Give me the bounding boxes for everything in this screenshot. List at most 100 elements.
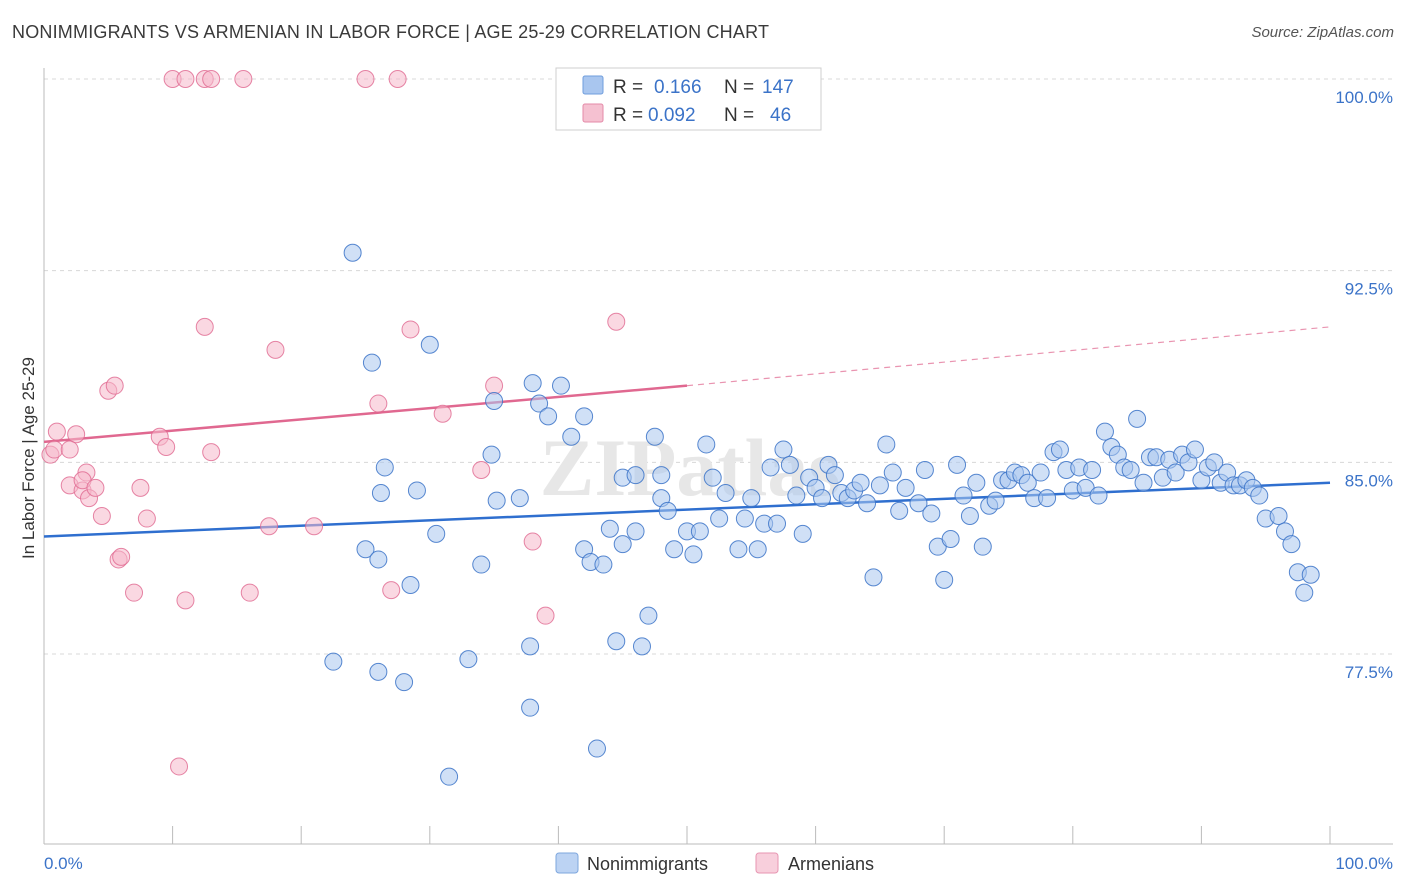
nonimmigrants-point (1083, 461, 1102, 479)
nonimmigrants-point (523, 374, 542, 393)
nonimmigrants-point (652, 466, 671, 485)
armenians-point (47, 422, 66, 441)
bottom-legend-swatch-blue (555, 852, 579, 874)
nonimmigrants-point (1185, 440, 1204, 459)
armenians-point (202, 443, 221, 462)
legend-n-value-2: 46 (770, 105, 791, 126)
chart-title: NONIMMIGRANTS VS ARMENIAN IN LABOR FORCE… (12, 22, 770, 42)
nonimmigrants-point (960, 507, 979, 525)
nonimmigrants-point (1166, 463, 1185, 482)
series-legend: Nonimmigrants Armenians (555, 852, 874, 874)
armenians-point (176, 70, 195, 88)
armenians-point (240, 583, 259, 602)
nonimmigrants-point (626, 522, 645, 541)
nonimmigrants-point (858, 494, 877, 513)
nonimmigrants-point (575, 407, 594, 426)
nonimmigrants-point (870, 476, 889, 495)
legend-swatch-pink (582, 103, 604, 123)
nonimmigrants-point (1269, 507, 1288, 525)
armenians-point (137, 509, 156, 528)
nonimmigrants-point (356, 540, 375, 559)
nonimmigrants-point (407, 481, 426, 500)
nonimmigrants-point (1295, 583, 1314, 602)
nonimmigrants-point (510, 489, 529, 508)
nonimmigrants-point (896, 478, 915, 497)
armenians-point (607, 312, 626, 331)
x-tick-label-max: 100.0% (1335, 854, 1393, 873)
armenians-point (60, 440, 79, 459)
armenians-point (485, 376, 504, 395)
nonimmigrants-point (369, 550, 388, 569)
nonimmigrants-point (594, 555, 613, 574)
nonimmigrants-point (375, 458, 394, 477)
nonimmigrants-point (440, 767, 459, 786)
armenians-trend-line (43, 384, 688, 444)
nonimmigrants-point (1301, 565, 1320, 584)
y-tick-label: 92.5% (1345, 280, 1393, 299)
nonimmigrants-points (324, 243, 1320, 786)
nonimmigrants-point (1128, 409, 1147, 428)
nonimmigrants-point (459, 650, 478, 669)
nonimmigrants-point (864, 568, 883, 587)
nonimmigrants-point (521, 637, 540, 656)
nonimmigrants-point (427, 524, 446, 543)
armenians-points (41, 70, 626, 776)
armenians-point (523, 532, 542, 551)
x-tick-label-min: 0.0% (44, 854, 83, 873)
armenians-point (266, 340, 285, 359)
nonimmigrants-point (780, 455, 799, 474)
nonimmigrants-point (735, 509, 754, 528)
nonimmigrants-point (607, 632, 626, 651)
nonimmigrants-point (716, 484, 735, 502)
nonimmigrants-point (626, 466, 645, 485)
armenians-point (356, 70, 375, 88)
armenians-point (86, 478, 105, 497)
nonimmigrants-trend-line (43, 481, 1331, 538)
y-axis-label: In Labor Force | Age 25-29 (19, 357, 38, 559)
legend-n-value-1: 147 (762, 77, 794, 98)
nonimmigrants-point (768, 514, 787, 533)
nonimmigrants-point (742, 489, 761, 508)
armenians-point (105, 376, 124, 395)
nonimmigrants-point (948, 455, 967, 474)
nonimmigrants-point (600, 519, 619, 538)
stats-legend: R = 0.166 N = 147 R = 0.092 N = 46 (555, 67, 822, 131)
nonimmigrants-point (954, 486, 973, 505)
nonimmigrants-point (324, 652, 343, 671)
nonimmigrants-point (729, 540, 748, 559)
armenians-trend-extension (686, 326, 1331, 387)
nonimmigrants-point (710, 509, 729, 528)
nonimmigrants-point (1089, 486, 1108, 505)
nonimmigrants-point (1250, 486, 1269, 505)
nonimmigrants-point (967, 473, 986, 492)
nonimmigrants-point (1205, 453, 1224, 472)
nonimmigrants-point (487, 491, 506, 510)
y-tick-label: 100.0% (1335, 88, 1393, 107)
legend-n-label-2: N = (724, 105, 754, 126)
armenians-point (382, 581, 401, 600)
nonimmigrants-point (703, 468, 722, 487)
nonimmigrants-point (690, 522, 709, 541)
nonimmigrants-point (684, 545, 703, 564)
armenians-point (131, 478, 150, 497)
nonimmigrants-point (665, 540, 684, 559)
armenians-point (388, 70, 407, 88)
armenians-point (202, 70, 221, 88)
nonimmigrants-point (645, 427, 664, 446)
nonimmigrants-point (748, 540, 767, 559)
x-ticks (43, 826, 1331, 844)
trend-lines (43, 326, 1331, 538)
nonimmigrants-point (787, 486, 806, 505)
bottom-legend-nonimmigrants: Nonimmigrants (587, 854, 708, 874)
nonimmigrants-point (539, 407, 558, 426)
nonimmigrants-point (883, 463, 902, 482)
nonimmigrants-point (973, 537, 992, 556)
nonimmigrants-point (1031, 463, 1050, 482)
nonimmigrants-point (420, 335, 439, 354)
nonimmigrants-point (521, 698, 540, 717)
armenians-point (260, 517, 279, 536)
armenians-point (369, 394, 388, 413)
armenians-point (176, 591, 195, 610)
nonimmigrants-point (562, 427, 581, 446)
